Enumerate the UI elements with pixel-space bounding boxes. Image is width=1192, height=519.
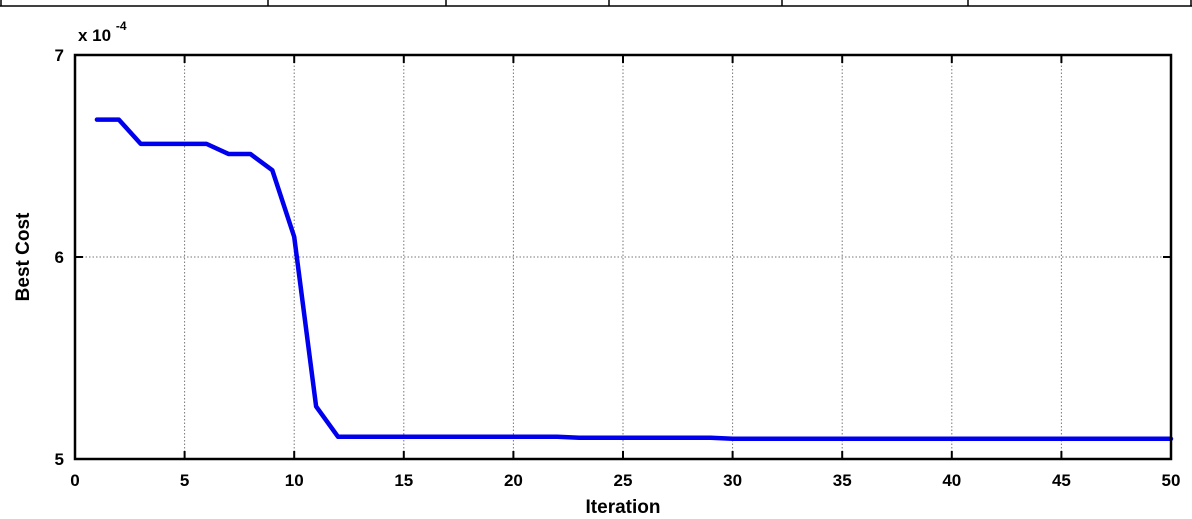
tick-marks: [74, 54, 1172, 460]
y-axis-multiplier-base: x 10: [78, 26, 111, 45]
y-axis-title: Best Cost: [13, 212, 34, 301]
top-table-remnant: [0, 0, 1192, 7]
y-tick-label: 7: [55, 46, 64, 65]
y-axis-multiplier: x 10 -4: [78, 19, 127, 45]
y-tick-labels: 5 6 7: [55, 46, 64, 469]
grid-lines: [75, 55, 1171, 459]
x-tick-label: 10: [285, 471, 304, 490]
x-tick-label: 50: [1162, 471, 1181, 490]
x-tick-label: 30: [723, 471, 742, 490]
y-axis-multiplier-exponent: -4: [116, 19, 127, 33]
x-tick-label: 15: [394, 471, 413, 490]
x-tick-label: 45: [1052, 471, 1071, 490]
x-tick-label: 5: [180, 471, 189, 490]
x-axis-title: Iteration: [586, 497, 661, 518]
series-layer: [94, 117, 1174, 442]
x-tick-label: 25: [614, 471, 633, 490]
x-tick-label: 20: [504, 471, 523, 490]
x-tick-label: 0: [70, 471, 79, 490]
y-tick-label: 5: [55, 450, 64, 469]
x-tick-label: 40: [942, 471, 961, 490]
y-tick-label: 6: [55, 248, 64, 267]
best-cost-series-line: [94, 117, 1174, 442]
x-tick-label: 35: [833, 471, 852, 490]
x-tick-labels: 0 5 10 15 20 25 30 35 40 45 50: [70, 471, 1180, 490]
